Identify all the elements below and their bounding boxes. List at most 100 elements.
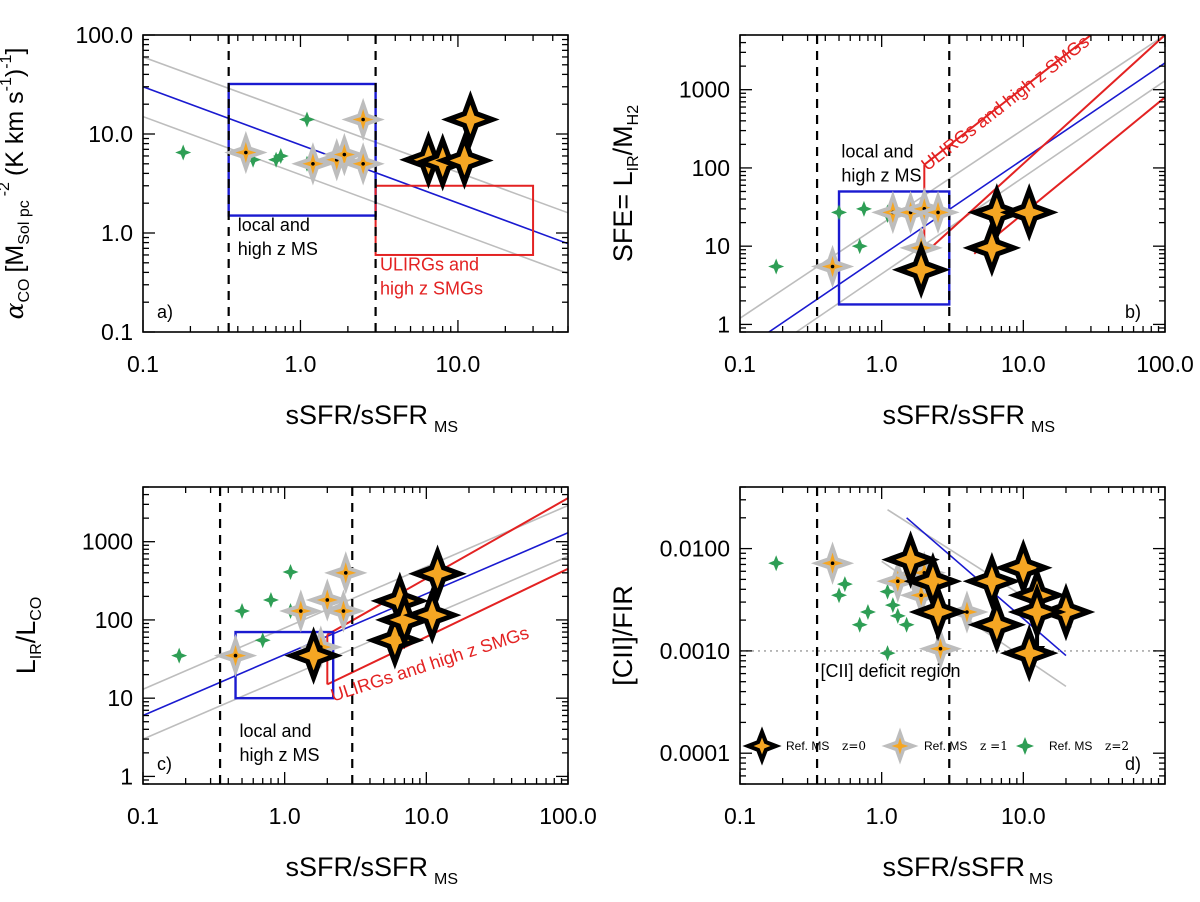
panel-a-xlabel: sSFR/sSFR MS <box>286 400 459 436</box>
ref-ms-z0-point <box>435 131 494 190</box>
x-tick-label: 1.0 <box>269 803 301 829</box>
y-tick-label: 1.0 <box>101 220 133 246</box>
ref-ms-z1-point-center <box>299 609 303 613</box>
ref-ms-z0-point <box>402 585 462 645</box>
legend-z-label: z=0 <box>842 739 866 753</box>
ref-ms-z2-point <box>282 563 299 580</box>
ref-ms-z0-point <box>962 218 1022 278</box>
ref-ms-z0-point <box>284 626 343 685</box>
panel-b-frame <box>739 34 1166 333</box>
scatter-band-line <box>740 35 1165 319</box>
ref-ms-z2-point <box>175 144 192 161</box>
ref-ms-z0-point <box>1007 582 1067 642</box>
panel-d-ticks: 0.1 1.0 10.0 0.0001 0.0010 0.0100 <box>660 486 1166 829</box>
y-tick-label: 1 <box>717 311 730 337</box>
x-tick-label: 10.0 <box>1001 803 1046 829</box>
y-tick-label: 0.0100 <box>660 536 730 562</box>
ref-ms-z2-point <box>831 587 848 604</box>
panel-d: d) sSFR/sSFR MS [CII]/FIR [CII] deficit r… <box>608 486 1166 888</box>
ref-ms-z0-point <box>999 183 1059 242</box>
y-tick-label: 1000 <box>82 529 133 555</box>
ref-ms-z1-point-center <box>361 117 365 122</box>
x-tick-label: 1.0 <box>284 351 316 377</box>
ref-ms-z2-point <box>254 632 271 649</box>
ref-ms-z2-point <box>889 607 906 624</box>
panel-c-frame <box>142 486 569 785</box>
ref-ms-z1-point-center <box>233 653 238 658</box>
ref-ms-z2-point <box>879 583 896 600</box>
panel-d-xlabel: sSFR/sSFR MS <box>883 852 1054 888</box>
y-tick-label: 0.0001 <box>660 740 730 766</box>
legend-label: Ref. MS <box>1049 739 1092 753</box>
main-sequence-fit-line <box>143 532 568 717</box>
x-tick-label: 1.0 <box>866 803 898 829</box>
panel-c: c) sSFR/sSFR MS LIR/LCO 0.1 1.0 10.0 100.0 1 1… <box>11 486 597 888</box>
y-tick-label: 0.0010 <box>660 638 730 664</box>
panel-a-frame <box>142 34 569 333</box>
y-tick-label: 1 <box>120 763 133 789</box>
ref-ms-z1-point-center <box>325 598 330 602</box>
y-tick-label: 100 <box>692 155 730 181</box>
x-tick-label: 10.0 <box>404 803 449 829</box>
ref-ms-z2-point <box>851 616 868 633</box>
panel-b: b) sSFR/sSFR MS SFE= LIR/MH2 0.1 1.0 10.0 10… <box>608 31 1194 436</box>
ref-ms-z2-point <box>234 603 251 620</box>
starburst-region-line <box>326 567 568 686</box>
ref-ms-z2-point <box>298 111 315 128</box>
ref-ms-z0-point <box>999 623 1059 683</box>
panel-b-marks <box>740 35 1165 332</box>
ref-ms-z2-point <box>245 151 262 168</box>
ref-ms-z0-point <box>891 240 951 299</box>
panel-c-label: c) <box>157 754 172 774</box>
ref-ms-z0-point <box>962 551 1022 611</box>
y-tick-label: 0.1 <box>101 319 133 345</box>
y-tick-label: 10 <box>704 233 730 259</box>
panel-c-marks <box>143 487 568 784</box>
panel-d-frame <box>739 486 1166 785</box>
scatter-band-line <box>143 115 568 275</box>
x-tick-label: 100.0 <box>539 803 597 829</box>
ref-ms-z0-point <box>967 595 1027 655</box>
ref-ms-z1-point-center <box>830 264 835 269</box>
ref-ms-z1-point-center <box>361 162 365 166</box>
ref-ms-z1-point-center <box>342 152 347 157</box>
y-tick-label: 100 <box>95 607 133 633</box>
ref-ms-z0-point <box>408 544 467 603</box>
legend-z-label: z=2 <box>1105 739 1129 753</box>
ref-ms-z2-point <box>171 647 188 664</box>
starburst-region-label: ULIRGs and high z SMGs <box>380 254 483 298</box>
x-tick-label: 10.0 <box>436 351 481 377</box>
ref-ms-z2-point <box>884 597 901 614</box>
y-tick-label: 10 <box>107 685 133 711</box>
x-tick-label: 0.1 <box>127 803 159 829</box>
panel-a: a) sSFR/sSFR MS αCO[MSol pc-2(K km s-1)-1… <box>0 22 569 436</box>
ref-ms-z2-point <box>836 576 853 593</box>
ref-ms-z0-point <box>908 582 968 642</box>
panel-a-marks <box>143 35 568 332</box>
scatter-band-line <box>143 504 568 690</box>
starburst-region-line <box>923 35 1092 166</box>
starburst-region-label: ULIRGs and high z SMGs <box>917 31 1093 174</box>
panel-b-ylabel: SFE= LIR/MH2 <box>608 105 642 262</box>
ref-ms-z2-point <box>859 604 876 620</box>
ref-ms-z2-point <box>898 616 915 633</box>
ref-ms-z1-point-center <box>896 579 900 584</box>
ref-ms-z1-point-center <box>919 593 923 598</box>
ref-ms-z1-point-center <box>341 609 346 613</box>
starburst-region-line <box>973 96 1165 255</box>
ref-ms-z1-point-center <box>936 210 940 215</box>
x-tick-label: 0.1 <box>724 803 756 829</box>
scatter-band-line <box>143 56 568 214</box>
panel-c-ticks: 0.1 1.0 10.0 100.0 1 10 100 1000 <box>82 486 597 829</box>
ref-ms-z1-point-center <box>311 162 315 166</box>
ref-ms-z2-point <box>272 147 289 164</box>
x-tick-label: 0.1 <box>127 351 159 377</box>
panel-d-deficit-label: [CII] deficit region <box>820 661 960 681</box>
y-tick-label: 100.0 <box>75 22 133 48</box>
ref-ms-z2-point <box>768 555 785 572</box>
legend: Ref. MS z=0 Ref. MS z =1 Ref. MS z=2 <box>742 726 1129 766</box>
legend-ref-ms-z1-marker-core <box>891 737 909 755</box>
legend-ref-ms-z2-marker <box>1016 737 1034 755</box>
legend-label: Ref. MS <box>924 739 967 753</box>
